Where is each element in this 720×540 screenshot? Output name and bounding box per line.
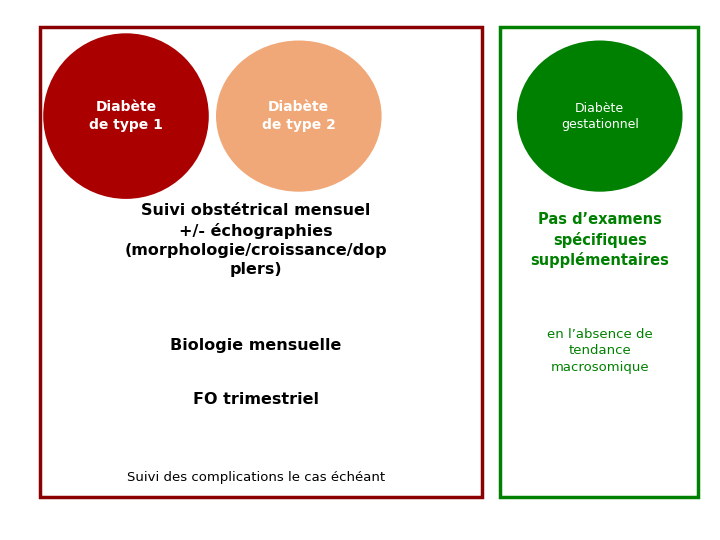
Ellipse shape [517, 40, 683, 192]
Text: Suivi obstétrical mensuel
+/- échographies
(morphologie/croissance/dop
plers): Suivi obstétrical mensuel +/- échographi… [125, 204, 387, 277]
FancyBboxPatch shape [40, 27, 482, 497]
Ellipse shape [216, 40, 382, 192]
Text: Diabète
de type 1: Diabète de type 1 [89, 100, 163, 132]
Text: FO trimestriel: FO trimestriel [193, 392, 319, 407]
Text: Pas d’examens
spécifiques
supplémentaires: Pas d’examens spécifiques supplémentaire… [531, 212, 669, 268]
Ellipse shape [43, 33, 209, 199]
FancyBboxPatch shape [500, 27, 698, 497]
Text: en l’absence de
tendance
macrosomique: en l’absence de tendance macrosomique [547, 328, 652, 374]
Text: Diabète
gestationnel: Diabète gestationnel [561, 102, 639, 131]
Text: Diabète
de type 2: Diabète de type 2 [262, 100, 336, 132]
Text: Biologie mensuelle: Biologie mensuelle [170, 338, 341, 353]
Text: Suivi des complications le cas échéant: Suivi des complications le cas échéant [127, 471, 384, 484]
